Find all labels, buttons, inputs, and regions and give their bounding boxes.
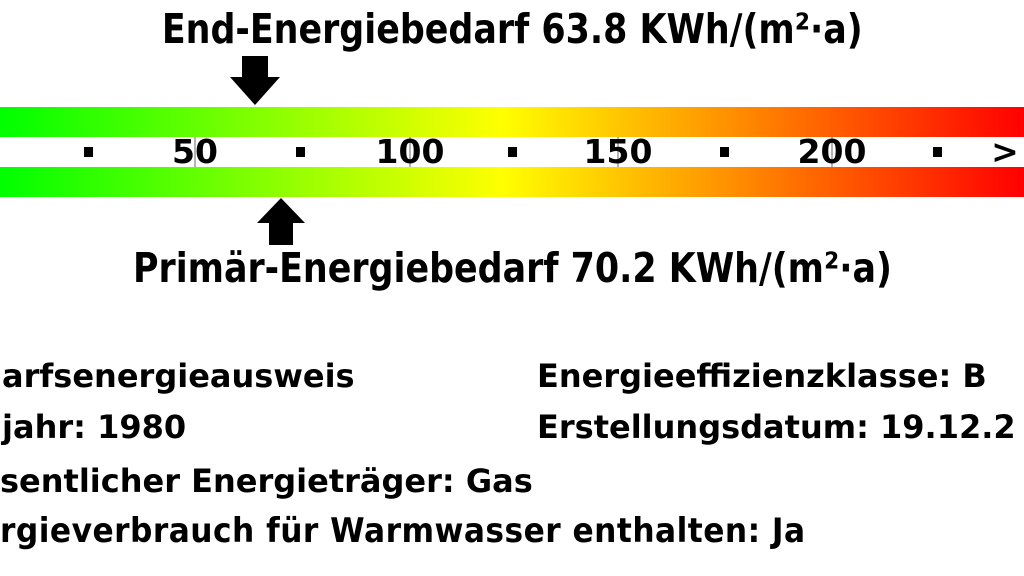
scale-minor-tick-25 — [84, 147, 93, 157]
energy-carrier-label: sentlicher Energieträger: Gas — [0, 462, 533, 500]
efficiency-class-label: Energieeffizienzklasse: B — [537, 357, 987, 395]
hot-water-included-label-text: rgieverbrauch für Warmwasser enthalten: … — [0, 511, 806, 551]
scale-gradient-top-strip — [0, 107, 1024, 137]
scale-tick-label-100: 100 — [375, 132, 445, 171]
scale-tick-label-200: 200 — [797, 132, 867, 171]
scale-tick-label-150: 150 — [583, 132, 653, 171]
scale-gridline-150 — [617, 137, 619, 167]
scale-gridline-50 — [194, 137, 196, 167]
construction-year-label: jahr: 1980 — [2, 408, 187, 446]
end-energy-demand-title-text: End-Energiebedarf 63.8 KWh/(m²·a) — [161, 5, 863, 53]
scale-minor-tick-175 — [720, 147, 729, 157]
issue-date-label: Erstellungsdatum: 19.12.2 — [537, 408, 1016, 446]
scale-gridline-200 — [831, 137, 833, 167]
scale-tick-label-50: 50 — [172, 132, 218, 171]
down-arrow-icon — [230, 56, 280, 105]
scale-tick-label-overflow: > — [991, 132, 1019, 171]
end-energy-demand-title: End-Energiebedarf 63.8 KWh/(m²·a) — [0, 8, 1024, 50]
primary-energy-demand-title-text: Primär-Energiebedarf 70.2 KWh/(m²·a) — [132, 244, 892, 292]
scale-minor-tick-125 — [508, 147, 517, 157]
scale-minor-tick-75 — [296, 147, 305, 157]
up-arrow-icon — [257, 198, 305, 245]
primary-energy-demand-title: Primär-Energiebedarf 70.2 KWh/(m²·a) — [0, 247, 1024, 289]
hot-water-included-label: rgieverbrauch für Warmwasser enthalten: … — [0, 513, 876, 549]
energy-scale-bar: 50 100 150 200 > — [0, 107, 1024, 197]
scale-axis-band: 50 100 150 200 > — [0, 132, 1024, 171]
scale-gradient-bottom-strip — [0, 167, 1024, 197]
scale-gridline-100 — [409, 137, 411, 167]
scale-minor-tick-225 — [933, 147, 942, 157]
certificate-type-label: arfsenergieausweis — [2, 357, 355, 395]
